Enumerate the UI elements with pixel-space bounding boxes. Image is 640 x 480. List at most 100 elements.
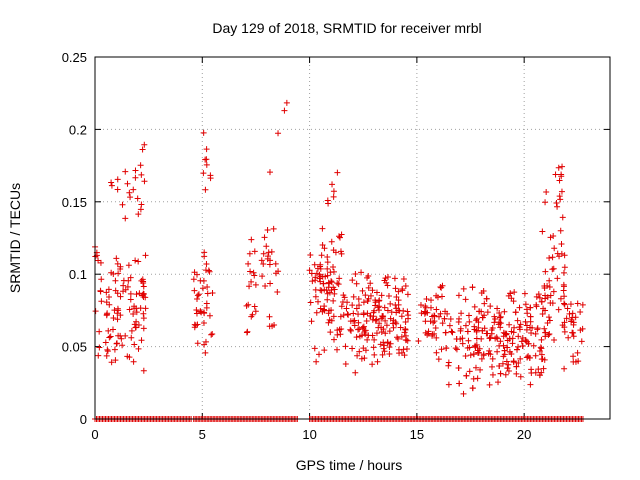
y-tick-label: 0.15 bbox=[62, 195, 87, 210]
data-point bbox=[103, 311, 110, 318]
data-point bbox=[546, 254, 553, 261]
data-point bbox=[527, 324, 534, 331]
data-point bbox=[466, 318, 473, 325]
data-point bbox=[390, 324, 397, 331]
data-point bbox=[319, 273, 326, 280]
data-point bbox=[359, 287, 366, 294]
data-point bbox=[335, 281, 342, 288]
data-point bbox=[125, 262, 132, 269]
data-point bbox=[502, 330, 509, 337]
data-point bbox=[349, 345, 356, 352]
data-point bbox=[92, 308, 99, 315]
data-point bbox=[517, 355, 524, 362]
data-point bbox=[557, 196, 564, 203]
data-point bbox=[269, 323, 276, 330]
data-point bbox=[120, 277, 127, 284]
data-point bbox=[456, 315, 463, 322]
data-point bbox=[117, 293, 124, 300]
data-point bbox=[460, 285, 467, 292]
data-point bbox=[561, 293, 568, 300]
data-point bbox=[384, 274, 391, 281]
data-point bbox=[446, 322, 453, 329]
data-point bbox=[558, 171, 565, 178]
data-point bbox=[533, 293, 540, 300]
data-point bbox=[200, 277, 207, 284]
data-point bbox=[334, 327, 341, 334]
data-point bbox=[458, 310, 465, 317]
data-point bbox=[384, 282, 391, 289]
data-point bbox=[351, 317, 358, 324]
data-point bbox=[355, 311, 362, 318]
data-point bbox=[387, 300, 394, 307]
data-point bbox=[422, 304, 429, 311]
data-point bbox=[510, 298, 517, 305]
data-point bbox=[194, 296, 201, 303]
data-point bbox=[133, 291, 140, 298]
data-point bbox=[114, 316, 121, 323]
data-point bbox=[324, 259, 331, 266]
data-point bbox=[550, 232, 557, 239]
data-point bbox=[475, 324, 482, 331]
data-point bbox=[367, 312, 374, 319]
data-point bbox=[353, 305, 360, 312]
data-point bbox=[111, 307, 118, 314]
y-axis-label: SRMTID / TECUs bbox=[7, 183, 23, 293]
data-point bbox=[321, 286, 328, 293]
data-point bbox=[204, 284, 211, 291]
data-point bbox=[112, 277, 119, 284]
data-point bbox=[505, 367, 512, 374]
data-point bbox=[570, 353, 577, 360]
data-point bbox=[306, 267, 313, 274]
data-point bbox=[453, 336, 460, 343]
data-point bbox=[542, 295, 549, 302]
data-point bbox=[497, 370, 504, 377]
data-point bbox=[453, 346, 460, 353]
data-point bbox=[541, 325, 548, 332]
data-point bbox=[139, 292, 146, 299]
data-point bbox=[384, 307, 391, 314]
data-point bbox=[318, 252, 325, 259]
data-point bbox=[542, 329, 549, 336]
data-point bbox=[471, 303, 478, 310]
data-point bbox=[465, 312, 472, 319]
data-point bbox=[350, 318, 357, 325]
data-point bbox=[428, 297, 435, 304]
data-point bbox=[561, 301, 568, 308]
data-point bbox=[337, 313, 344, 320]
data-point bbox=[126, 306, 133, 313]
data-point bbox=[381, 304, 388, 311]
data-point bbox=[358, 355, 365, 362]
data-point bbox=[516, 304, 523, 311]
data-point bbox=[102, 339, 109, 346]
data-point bbox=[570, 321, 577, 328]
data-point bbox=[113, 340, 120, 347]
data-point bbox=[207, 172, 214, 179]
data-point bbox=[506, 348, 513, 355]
data-point bbox=[133, 309, 140, 316]
x-tick-label: 0 bbox=[91, 427, 98, 442]
data-point bbox=[251, 248, 258, 255]
data-point bbox=[330, 193, 337, 200]
data-point bbox=[307, 252, 314, 259]
data-point bbox=[578, 338, 585, 345]
data-point bbox=[364, 336, 371, 343]
data-point bbox=[362, 331, 369, 338]
data-point bbox=[360, 323, 367, 330]
data-point bbox=[139, 146, 146, 153]
data-point bbox=[328, 238, 335, 245]
data-point bbox=[114, 290, 121, 297]
data-point bbox=[245, 260, 252, 267]
data-point bbox=[504, 365, 511, 372]
data-point bbox=[321, 245, 328, 252]
data-point bbox=[336, 275, 343, 282]
data-point bbox=[326, 289, 333, 296]
data-point bbox=[572, 358, 579, 365]
data-point bbox=[332, 249, 339, 256]
data-point bbox=[202, 186, 209, 193]
data-point bbox=[515, 360, 522, 367]
data-point bbox=[266, 313, 273, 320]
data-point bbox=[380, 339, 387, 346]
data-point bbox=[203, 161, 210, 168]
data-point bbox=[523, 326, 530, 333]
data-point bbox=[191, 287, 198, 294]
